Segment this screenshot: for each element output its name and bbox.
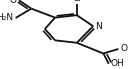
Text: N: N (96, 22, 102, 31)
Text: O: O (120, 45, 127, 53)
Text: O: O (10, 0, 17, 5)
Text: Cl: Cl (72, 0, 81, 3)
Text: H₂N: H₂N (0, 13, 14, 22)
Text: OH: OH (111, 59, 125, 68)
